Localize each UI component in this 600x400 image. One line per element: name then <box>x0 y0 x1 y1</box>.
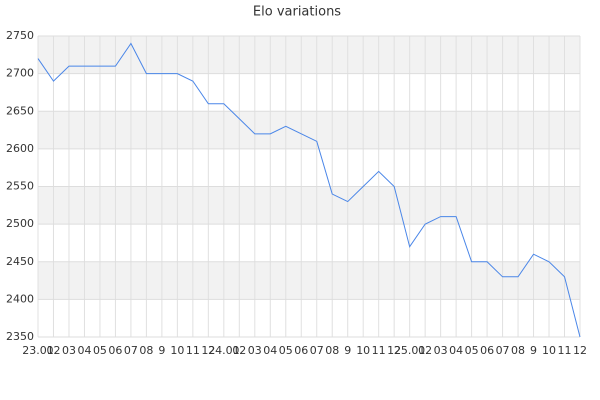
x-tick-label: 03 <box>434 344 448 357</box>
grid-band <box>38 261 580 300</box>
grid-band <box>38 186 580 225</box>
x-tick-label: 9 <box>530 344 537 357</box>
x-tick-label: 12 <box>387 344 401 357</box>
x-tick-label: 05 <box>93 344 107 357</box>
x-tick-label: 04 <box>449 344 463 357</box>
x-tick-label: 9 <box>158 344 165 357</box>
y-tick-label: 2600 <box>6 142 34 155</box>
x-tick-label: 05 <box>465 344 479 357</box>
x-tick-label: 24.01 <box>208 344 240 357</box>
x-tick-label: 10 <box>356 344 370 357</box>
x-tick-label: 23.01 <box>22 344 54 357</box>
y-tick-label: 2450 <box>6 255 34 268</box>
y-tick-label: 2500 <box>6 217 34 230</box>
x-tick-label: 04 <box>77 344 91 357</box>
y-tick-label: 2700 <box>6 67 34 80</box>
x-tick-label: 02 <box>232 344 246 357</box>
x-tick-label: 04 <box>263 344 277 357</box>
y-tick-label: 2350 <box>6 330 34 343</box>
x-tick-label: 25.01 <box>394 344 426 357</box>
x-tick-label: 06 <box>294 344 308 357</box>
line-series <box>37 42 581 338</box>
x-tick-label: 03 <box>248 344 262 357</box>
x-tick-label: 06 <box>108 344 122 357</box>
x-tick-label: 10 <box>170 344 184 357</box>
x-tick-label: 12 <box>201 344 215 357</box>
y-tick-label: 2650 <box>6 104 34 117</box>
x-tick-label: 05 <box>279 344 293 357</box>
y-tick-label: 2750 <box>6 29 34 42</box>
x-tick-label: 07 <box>496 344 510 357</box>
x-tick-label: 02 <box>418 344 432 357</box>
y-tick-label: 2400 <box>6 292 34 305</box>
x-tick-label: 12 <box>573 344 587 357</box>
x-tick-label: 11 <box>186 344 200 357</box>
x-tick-label: 10 <box>542 344 556 357</box>
x-tick-label: 03 <box>62 344 76 357</box>
grid-band <box>38 111 580 149</box>
x-tick-label: 9 <box>344 344 351 357</box>
x-tick-label: 08 <box>325 344 339 357</box>
x-tick-label: 11 <box>558 344 572 357</box>
x-tick-label: 06 <box>480 344 494 357</box>
grid-band <box>38 36 580 74</box>
x-tick-label: 08 <box>139 344 153 357</box>
y-tick-label: 2550 <box>6 180 34 193</box>
x-tick-label: 07 <box>124 344 138 357</box>
x-tick-label: 07 <box>310 344 324 357</box>
x-tick-label: 08 <box>511 344 525 357</box>
x-tick-label: 11 <box>372 344 386 357</box>
x-tick-label: 02 <box>46 344 60 357</box>
chart-title: Elo variations <box>253 5 341 20</box>
